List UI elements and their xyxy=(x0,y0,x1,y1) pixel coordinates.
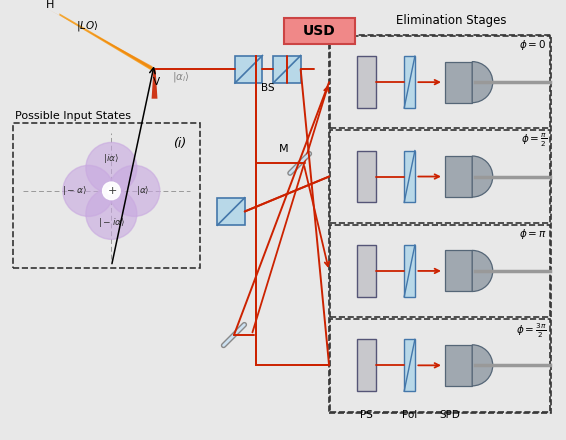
Text: PS: PS xyxy=(360,411,373,421)
Text: SPD: SPD xyxy=(439,411,460,421)
Polygon shape xyxy=(152,68,157,99)
Bar xyxy=(357,150,376,202)
Circle shape xyxy=(86,188,137,239)
Text: $\phi=\pi$: $\phi=\pi$ xyxy=(519,227,547,241)
Bar xyxy=(235,55,263,83)
Text: USD: USD xyxy=(303,24,336,38)
Text: $|\alpha\rangle$: $|\alpha\rangle$ xyxy=(136,184,150,198)
Bar xyxy=(404,56,415,108)
Text: Pol: Pol xyxy=(402,411,417,421)
Text: $|i\alpha\rangle$: $|i\alpha\rangle$ xyxy=(103,152,119,165)
Text: $|\alpha_i\rangle$: $|\alpha_i\rangle$ xyxy=(172,70,190,84)
Circle shape xyxy=(108,187,115,195)
Text: $\phi=0$: $\phi=0$ xyxy=(520,38,547,52)
Text: $\phi=\frac{\pi}{2}$: $\phi=\frac{\pi}{2}$ xyxy=(521,132,547,149)
Text: $|LO\rangle$: $|LO\rangle$ xyxy=(76,18,98,33)
Bar xyxy=(330,225,550,317)
Bar xyxy=(445,345,472,386)
Bar xyxy=(330,130,550,223)
Bar xyxy=(13,123,200,268)
Circle shape xyxy=(86,143,137,194)
Text: $|-i\alpha\rangle$: $|-i\alpha\rangle$ xyxy=(98,216,125,229)
Bar xyxy=(404,150,415,202)
Text: V: V xyxy=(153,77,160,87)
Text: (i): (i) xyxy=(173,137,187,150)
Bar xyxy=(217,198,245,225)
Text: M: M xyxy=(279,143,289,154)
Bar xyxy=(357,56,376,108)
Wedge shape xyxy=(472,345,493,386)
Text: BS: BS xyxy=(261,83,275,93)
FancyBboxPatch shape xyxy=(284,18,354,44)
Bar xyxy=(404,245,415,297)
Bar xyxy=(445,62,472,103)
Bar xyxy=(404,339,415,391)
Text: Possible Input States: Possible Input States xyxy=(15,111,131,121)
Circle shape xyxy=(63,165,114,216)
Polygon shape xyxy=(46,8,153,70)
Wedge shape xyxy=(472,156,493,197)
Bar xyxy=(329,35,551,413)
Text: +: + xyxy=(108,186,117,196)
Bar xyxy=(445,156,472,197)
Polygon shape xyxy=(59,13,153,71)
Wedge shape xyxy=(472,62,493,103)
Bar xyxy=(357,339,376,391)
Bar xyxy=(273,55,301,83)
Bar xyxy=(445,250,472,291)
Bar xyxy=(357,245,376,297)
Bar xyxy=(330,36,550,128)
Text: H: H xyxy=(45,0,54,11)
Bar xyxy=(330,319,550,411)
Text: $|-\alpha\rangle$: $|-\alpha\rangle$ xyxy=(62,184,87,198)
Circle shape xyxy=(109,165,160,216)
Wedge shape xyxy=(472,250,493,291)
Text: $\phi=\frac{3\pi}{2}$: $\phi=\frac{3\pi}{2}$ xyxy=(516,321,547,340)
Text: Elimination Stages: Elimination Stages xyxy=(396,14,507,27)
Circle shape xyxy=(102,182,120,200)
